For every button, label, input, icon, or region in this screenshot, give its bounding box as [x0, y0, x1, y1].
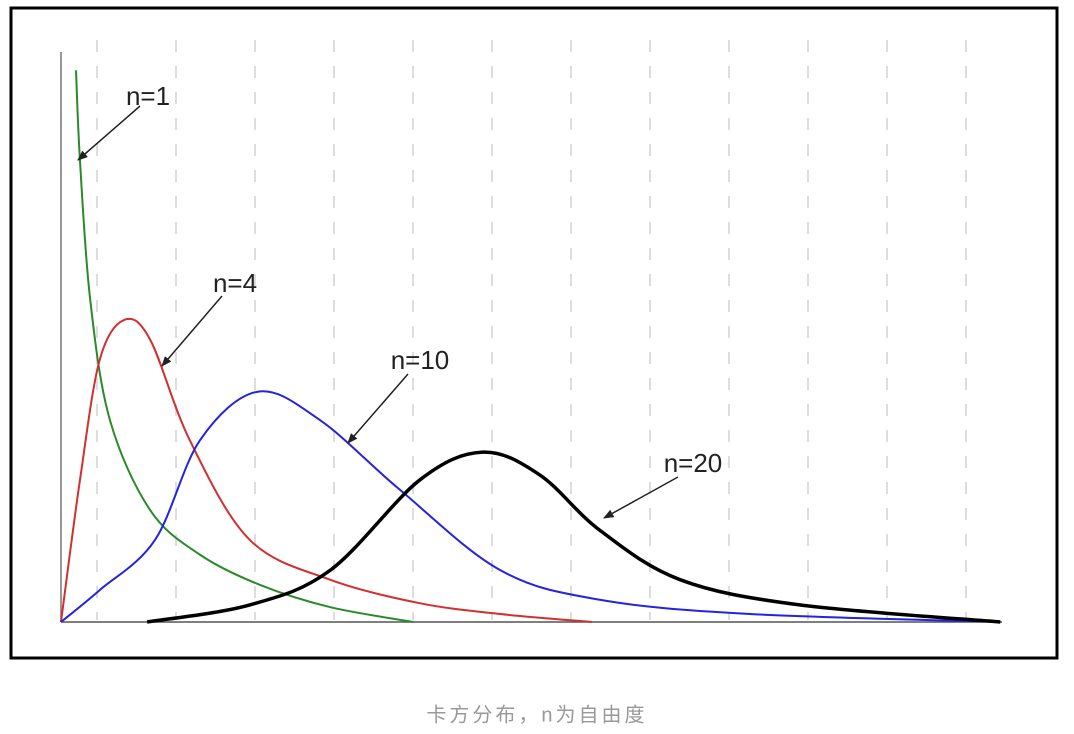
series-label: n=1	[126, 81, 170, 111]
annotation-arrow	[603, 476, 679, 519]
series-label: n=4	[213, 268, 257, 298]
series-label: n=20	[664, 448, 723, 478]
annotation-arrow	[161, 295, 223, 367]
series-line	[75, 70, 414, 623]
series-line	[60, 390, 1001, 623]
series-line	[146, 450, 1001, 624]
annotation-arrow	[77, 105, 141, 161]
annotation-arrow	[347, 373, 409, 444]
chart-frame	[9, 6, 1059, 660]
series-line	[60, 317, 592, 623]
grid	[96, 40, 967, 620]
series-label: n=10	[391, 345, 450, 375]
caption: 卡方分布，n为自由度	[426, 703, 647, 726]
